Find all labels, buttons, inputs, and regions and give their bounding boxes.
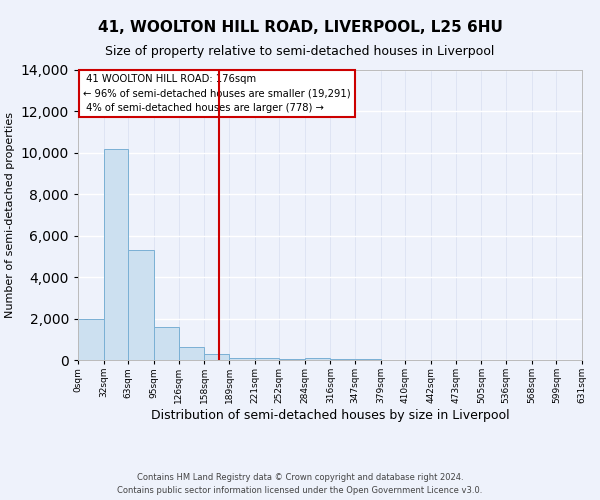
Bar <box>305 358 331 360</box>
Bar <box>331 359 355 360</box>
Text: 41 WOOLTON HILL ROAD: 176sqm
← 96% of semi-detached houses are smaller (19,291)
: 41 WOOLTON HILL ROAD: 176sqm ← 96% of se… <box>83 74 350 113</box>
Bar <box>78 318 104 360</box>
Bar <box>204 354 229 360</box>
Bar <box>279 359 305 360</box>
Text: 41, WOOLTON HILL ROAD, LIVERPOOL, L25 6HU: 41, WOOLTON HILL ROAD, LIVERPOOL, L25 6H… <box>98 20 502 35</box>
Bar <box>104 148 128 360</box>
Y-axis label: Number of semi-detached properties: Number of semi-detached properties <box>5 112 15 318</box>
Text: Size of property relative to semi-detached houses in Liverpool: Size of property relative to semi-detach… <box>106 45 494 58</box>
X-axis label: Distribution of semi-detached houses by size in Liverpool: Distribution of semi-detached houses by … <box>151 409 509 422</box>
Bar <box>128 250 154 360</box>
Bar <box>254 358 279 360</box>
Bar <box>154 327 179 360</box>
Bar <box>229 358 254 360</box>
Bar <box>179 346 204 360</box>
Bar <box>355 359 381 360</box>
Text: Contains HM Land Registry data © Crown copyright and database right 2024.
Contai: Contains HM Land Registry data © Crown c… <box>118 473 482 495</box>
